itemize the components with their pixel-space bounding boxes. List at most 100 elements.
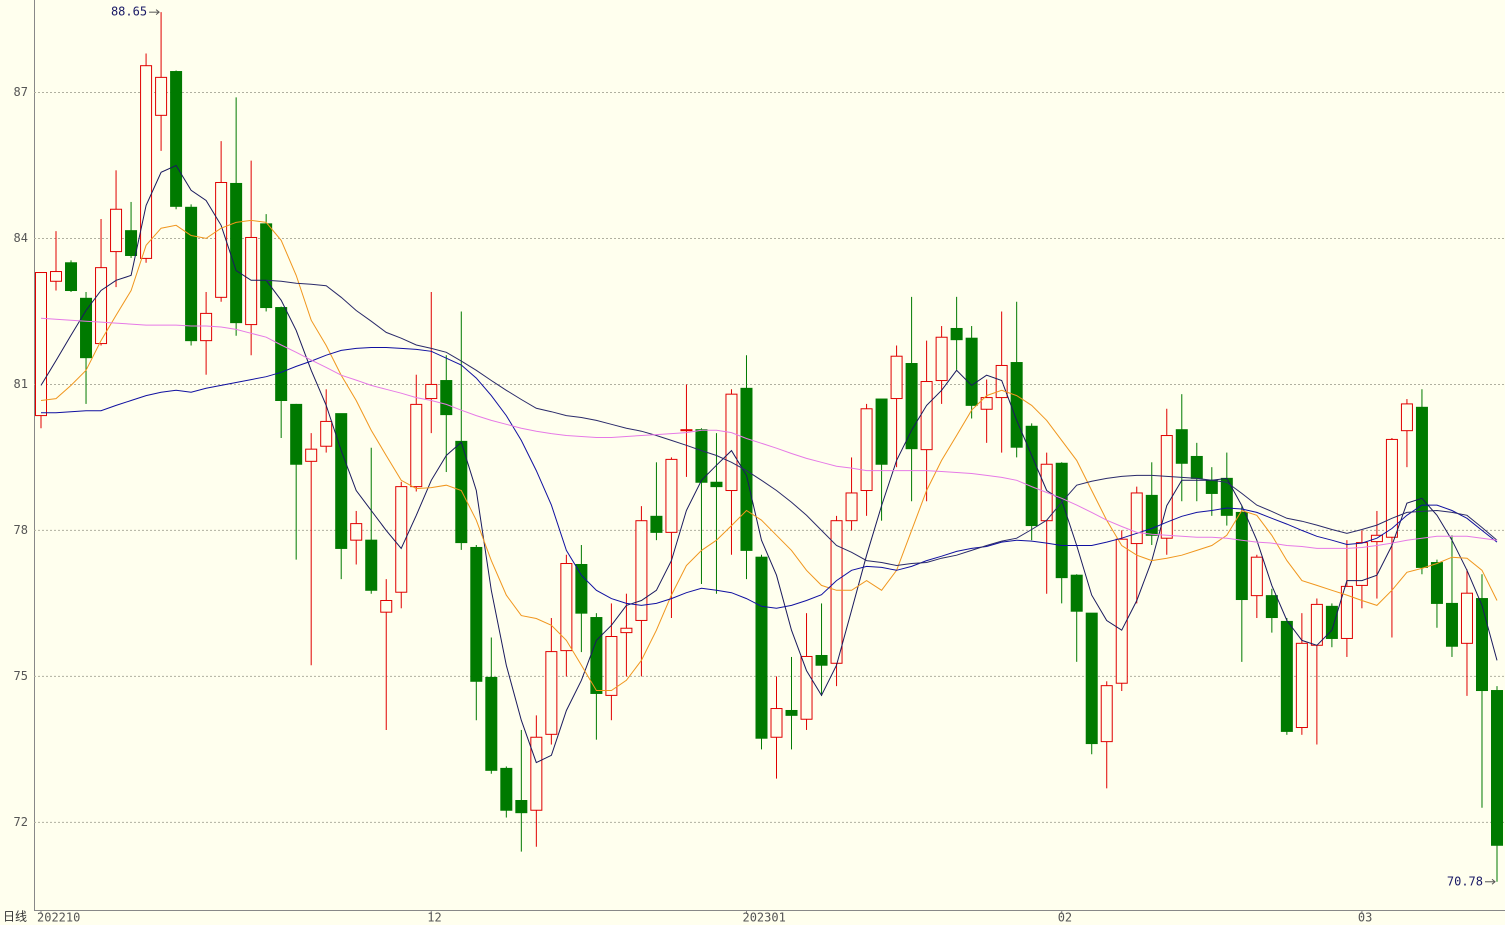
candle-body bbox=[560, 563, 573, 652]
x-tick-label: 03 bbox=[1358, 911, 1372, 925]
candle-body bbox=[1325, 605, 1338, 639]
candle-body bbox=[1205, 479, 1218, 494]
candle-body bbox=[110, 208, 123, 253]
candle-body bbox=[35, 272, 47, 417]
candle-body bbox=[185, 206, 198, 342]
candle-body bbox=[1430, 562, 1443, 604]
candle-body bbox=[1310, 603, 1323, 646]
candle-body bbox=[1265, 595, 1278, 619]
x-tick-label: 202210 bbox=[37, 911, 80, 925]
candle-body bbox=[785, 709, 798, 716]
moving-average-line bbox=[40, 317, 1498, 549]
extreme-label: 88.65 bbox=[111, 5, 147, 19]
candle-body bbox=[665, 458, 678, 533]
candle-body bbox=[980, 397, 993, 410]
candle-body bbox=[395, 486, 408, 593]
candle-body bbox=[1220, 477, 1233, 516]
candle-body bbox=[335, 413, 348, 549]
candle-body bbox=[845, 492, 858, 522]
candle-body bbox=[920, 381, 933, 451]
candle-body bbox=[1010, 362, 1023, 448]
candle-body bbox=[230, 182, 243, 324]
candle-body bbox=[815, 654, 828, 666]
candle-body bbox=[1415, 406, 1428, 568]
candle-body bbox=[725, 393, 738, 492]
y-tick-label: 72 bbox=[14, 815, 28, 829]
candle-body bbox=[1280, 620, 1293, 732]
candle-body bbox=[380, 600, 393, 613]
candle-body bbox=[890, 355, 903, 400]
candle-body bbox=[500, 767, 513, 811]
candle-body bbox=[860, 408, 873, 492]
candle-body bbox=[305, 448, 318, 462]
extreme-arrowhead bbox=[1491, 878, 1496, 885]
extreme-arrowhead bbox=[155, 9, 160, 16]
candle-body bbox=[275, 307, 288, 401]
candle-body bbox=[1145, 494, 1158, 536]
candle-body bbox=[410, 403, 423, 488]
candle-body bbox=[245, 236, 258, 326]
candle-body bbox=[260, 223, 273, 309]
moving-average-line bbox=[40, 219, 1498, 691]
candle-body bbox=[590, 617, 603, 694]
candle-body bbox=[950, 327, 963, 341]
y-tick-label: 75 bbox=[14, 669, 28, 683]
candle-body bbox=[1250, 556, 1263, 597]
candle-body bbox=[365, 539, 378, 591]
y-tick-label: 87 bbox=[14, 85, 28, 99]
candle-body bbox=[1100, 685, 1113, 743]
candle-body bbox=[215, 181, 228, 298]
candle-body bbox=[350, 523, 363, 541]
extreme-label: 70.78 bbox=[1447, 874, 1483, 888]
candle-body bbox=[680, 429, 693, 432]
candle-body bbox=[1491, 690, 1503, 846]
candle-body bbox=[1115, 538, 1128, 684]
candle-body bbox=[635, 520, 648, 621]
candle-body bbox=[1190, 455, 1203, 479]
candle-body bbox=[1445, 602, 1458, 647]
candle-body bbox=[50, 271, 63, 282]
candle-body bbox=[485, 676, 498, 771]
candle-body bbox=[530, 736, 543, 811]
candle-body bbox=[770, 708, 783, 738]
moving-average-line bbox=[41, 347, 1498, 609]
y-tick-label: 84 bbox=[14, 231, 28, 245]
candle-body bbox=[740, 387, 753, 551]
candle-body bbox=[170, 71, 183, 207]
candle-body bbox=[80, 297, 93, 359]
candle-body bbox=[650, 515, 663, 533]
candle-body bbox=[755, 556, 768, 739]
candle-body bbox=[1175, 429, 1188, 464]
candle-body bbox=[155, 76, 168, 116]
candle-body bbox=[875, 398, 888, 465]
y-tick-label: 78 bbox=[14, 523, 28, 537]
y-tick-label: 81 bbox=[14, 377, 28, 391]
candle-body bbox=[1235, 511, 1248, 601]
moving-average-line bbox=[40, 164, 1498, 764]
candle-body bbox=[1475, 598, 1488, 692]
candle-body bbox=[965, 337, 978, 406]
candle-body bbox=[905, 363, 918, 450]
period-label: 日线 bbox=[3, 910, 27, 924]
candle-body bbox=[1130, 492, 1143, 545]
moving-average-line bbox=[266, 279, 1498, 567]
candle-body bbox=[440, 380, 453, 416]
x-tick-label: 12 bbox=[427, 911, 441, 925]
candle-body bbox=[1070, 574, 1083, 612]
candle-body bbox=[1460, 592, 1473, 644]
candle-body bbox=[1295, 642, 1308, 729]
candle-body bbox=[200, 312, 213, 342]
candle-body bbox=[65, 262, 78, 292]
candle-body bbox=[605, 636, 618, 696]
x-tick-label: 202301 bbox=[742, 911, 785, 925]
candle-body bbox=[470, 546, 483, 682]
candle-body bbox=[1385, 438, 1398, 538]
candle-body bbox=[935, 336, 948, 382]
candle-body bbox=[140, 65, 153, 259]
candle-body bbox=[455, 440, 468, 544]
candle-body bbox=[125, 230, 138, 256]
candle-body bbox=[695, 429, 708, 483]
candle-body bbox=[1340, 585, 1353, 639]
candle-body bbox=[320, 420, 333, 447]
